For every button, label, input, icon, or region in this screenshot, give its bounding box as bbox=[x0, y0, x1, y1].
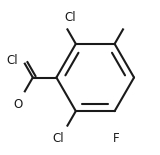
Text: Cl: Cl bbox=[52, 132, 64, 145]
Text: Cl: Cl bbox=[64, 11, 76, 24]
Text: F: F bbox=[112, 132, 119, 145]
Text: Cl: Cl bbox=[6, 54, 18, 67]
Text: O: O bbox=[14, 98, 23, 111]
